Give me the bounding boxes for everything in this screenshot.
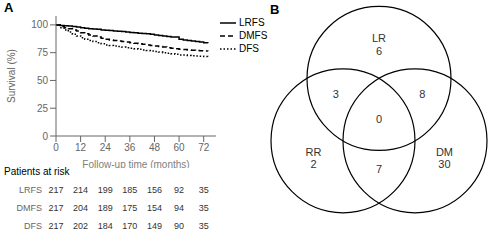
svg-text:175: 175 [122,203,137,213]
svg-text:24: 24 [100,142,112,153]
svg-text:Survival (%): Survival (%) [8,49,17,103]
svg-text:DMFS: DMFS [17,203,43,213]
svg-text:75: 75 [37,47,49,58]
svg-text:25: 25 [37,103,49,114]
svg-text:185: 185 [122,185,137,195]
svg-text:189: 189 [98,203,113,213]
svg-text:50: 50 [37,75,49,86]
svg-text:0: 0 [376,113,382,125]
html-text:A: A [4,0,14,15]
svg-text:156: 156 [147,185,162,195]
svg-text:90: 90 [174,221,184,231]
svg-text:LR6: LR6 [372,32,386,57]
html-text:LRFS: LRFS [239,17,265,28]
svg-text:217: 217 [48,185,63,195]
svg-text:94: 94 [174,203,184,213]
svg-text:202: 202 [73,221,88,231]
svg-text:7: 7 [376,163,382,175]
svg-text:Follow-up time (months): Follow-up time (months) [82,159,189,168]
svg-text:60: 60 [174,142,186,153]
svg-text:B: B [270,2,279,17]
svg-text:DFS: DFS [24,221,42,231]
svg-text:35: 35 [199,221,209,231]
svg-text:8: 8 [419,88,425,100]
svg-text:LRFS: LRFS [19,185,42,195]
svg-text:184: 184 [98,221,113,231]
svg-text:DM30: DM30 [436,146,453,171]
svg-text:100: 100 [31,19,48,30]
svg-text:0: 0 [42,131,48,142]
svg-text:0: 0 [53,142,59,153]
svg-text:35: 35 [199,203,209,213]
svg-text:204: 204 [73,203,88,213]
svg-text:92: 92 [174,185,184,195]
svg-text:35: 35 [199,185,209,195]
svg-text:36: 36 [124,142,136,153]
html-text:DFS: DFS [239,43,259,54]
html-text:Patients at risk: Patients at risk [4,166,70,177]
svg-text:217: 217 [48,203,63,213]
svg-text:RR2: RR2 [306,146,322,171]
svg-text:48: 48 [149,142,161,153]
svg-text:154: 154 [147,203,162,213]
svg-text:149: 149 [147,221,162,231]
svg-text:170: 170 [122,221,137,231]
html-text:DMFS: DMFS [239,30,268,41]
svg-text:214: 214 [73,185,88,195]
svg-text:217: 217 [48,221,63,231]
svg-text:3: 3 [333,88,339,100]
svg-text:199: 199 [98,185,113,195]
svg-text:12: 12 [75,142,87,153]
svg-text:72: 72 [198,142,210,153]
